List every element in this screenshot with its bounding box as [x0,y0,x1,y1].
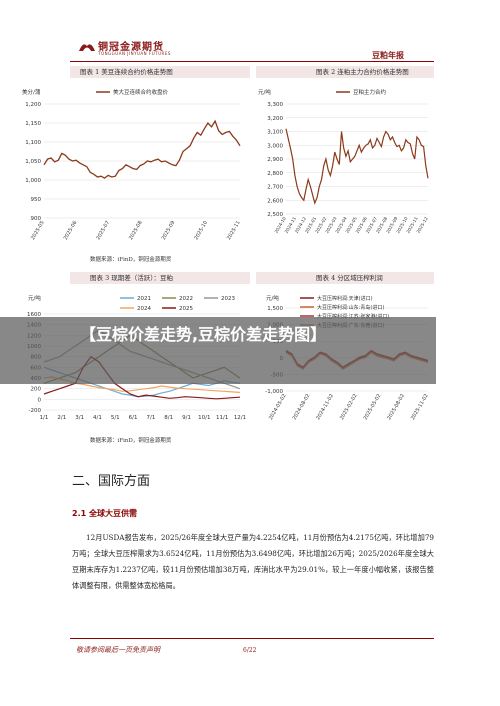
chart1-xtick-label: 2025-09 [161,220,177,241]
chart2-ytick-label: 2,600 [267,198,283,204]
chart4-xtick-label: 2025-05-02 [363,393,383,421]
header-divider [70,61,434,62]
chart1-ytick-label: 900 [31,216,42,222]
chart1-source: 数据来源：iFinD，铜冠金源期货 [90,257,172,263]
chart4-title-bar: 图表 4 分区域压榨利润 [256,272,434,284]
chart2: 元/吨 3,300 3,200 3,100 3,000 2,900 2,800 2,700 2,… [258,88,430,235]
chart2-ytick-label: 2,700 [267,185,283,191]
chart2-title: 图表 2 连粕主力合约价格走势图 [316,68,409,76]
chart1-title-bar: 图表 1 美豆连续合约价格走势图 [70,66,250,78]
chart3-legend-label: 2022 [179,296,193,302]
chart1-ytick-label: 1,150 [25,121,41,127]
chart2-ytick-label: 2,900 [267,157,283,163]
chart2-ytick-label: 2,800 [267,171,283,177]
report-type: 豆粕年报 [372,50,404,60]
chart2-ytick-label: 2,500 [267,212,283,218]
chart3-ytick-label: 1600 [27,312,41,318]
chart3-source: 数据来源：iFinD，铜冠金源期货 [90,438,172,444]
logo-text-en: TONGGUAN JINYUAN FUTURES [98,51,171,56]
section-heading: 二、国际方面 [72,474,151,489]
chart2-unit-label: 元/吨 [258,88,271,96]
chart1-ytick-label: 1,100 [25,140,41,146]
chart3-xtick-label: 6/1 [129,415,138,421]
chart1: 美分/蒲1,2001,1501,1001,0501,0009509002025-… [22,88,242,241]
chart3-ytick-label: 200 [31,387,42,393]
chart1-ytick-label: 1,000 [25,178,41,184]
chart1-xtick-label: 2025-08 [128,220,144,241]
chart1-xtick-label: 2025-11 [226,220,242,241]
chart4-xtick-label: 2024-05-02 [268,393,288,421]
chart4-xtick-label: 2025-08-02 [386,393,406,421]
footer-divider [70,638,434,639]
chart1-xtick-label: 2025-05 [30,220,46,241]
chart3-xtick-label: 9/1 [182,415,191,421]
chart2-title-bar: 图表 2 连粕主力合约价格走势图 [256,66,434,78]
chart2-ytick-label: 3,000 [267,143,283,149]
chart4-xtick-label: 2025-11-02 [410,393,430,421]
chart3-ytick-label: -200 [29,408,42,414]
chart1-legend-label: 美大豆连续合约收盘价 [113,88,169,96]
logo-mark-icon [79,44,95,51]
chart3-xtick-label: 2/1 [57,415,66,421]
chart3-ytick-label: 0 [38,397,42,403]
chart1-unit-label: 美分/蒲 [22,88,41,96]
disclaimer-note: 敬请参阅最后一页免责声明 [76,646,160,654]
chart4-legend-label: 大豆压榨利润:天津(进口) [317,295,373,302]
logo [78,38,96,57]
chart4-ytick-label: -1,000 [265,389,283,395]
chart3-legend-label: 2023 [221,296,235,302]
chart3-legend-label: 2025 [179,306,193,312]
chart2-legend-label: 豆粕主力合约 [353,88,387,96]
chart1-xtick-label: 2025-10 [193,220,209,241]
chart3-xtick-label: 10/1 [198,415,210,421]
chart4-xtick-label: 2024-08-02 [292,393,312,421]
chart1-series-line-1 [43,119,241,179]
chart3-title: 图表 3 现期差（活跃）：豆粕 [90,274,174,282]
chart2-ytick-label: 3,200 [267,116,283,122]
chart3-xtick-label: 12/1 [234,415,246,421]
chart1-xtick-label: 2025-06 [63,220,79,241]
chart3-legend-label: 2024 [137,306,151,312]
chart1-xtick-label: 2025-07 [95,220,111,241]
chart3-title-bar: 图表 3 现期差（活跃）：豆粕 [70,272,250,284]
chart3-legend-label: 2021 [137,296,151,302]
chart1-ytick-label: 1,200 [25,102,41,108]
chart3-unit-label: 元/吨 [28,294,41,302]
chart3-xtick-label: 5/1 [111,415,120,421]
chart1-ytick-label: 950 [31,197,42,203]
chart3-xtick-label: 8/1 [164,415,173,421]
chart3-xtick-label: 4/1 [93,415,102,421]
chart3-xtick-label: 3/1 [75,415,84,421]
logo-text-cn: 铜冠金源期货 [98,42,164,53]
chart2-ytick-label: 3,100 [267,130,283,136]
chart4-legend-label: 大豆压榨利润:山东:青岛(进口) [317,304,384,311]
chart1-title: 图表 1 美豆连续合约价格走势图 [80,68,173,76]
chart3-xtick-label: 7/1 [146,415,155,421]
chart4-ytick-label: 1,500 [267,306,283,312]
chart2-ytick-label: 3,300 [267,102,283,108]
chart4-legend-label: 大豆压榨利润:江苏:张家港(进口) [317,313,389,320]
chart3-xtick-label: 11/1 [216,415,228,421]
chart2-series-line-1 [285,128,429,205]
chart1-ytick-label: 1,050 [25,159,41,165]
chart4-unit-label: 元/吨 [266,294,279,302]
chart4-xtick-label: 2024-11-02 [315,393,335,421]
title-overlay [0,317,436,384]
chart4-xtick-label: 2025-02-02 [339,393,359,421]
page-number: 6/22 [243,647,257,654]
chart3-xtick-label: 1/1 [40,415,49,421]
overlay-title: 【豆棕价差走势,豆棕价差走势图】 [80,325,327,344]
body-paragraph: 12月USDA报告发布，2025/26年度全球大豆产量为4.2254亿吨，11月… [72,533,434,590]
chart4-title: 图表 4 分区域压榨利润 [316,274,383,282]
subsection-heading: 2.1 全球大豆供需 [72,509,137,518]
